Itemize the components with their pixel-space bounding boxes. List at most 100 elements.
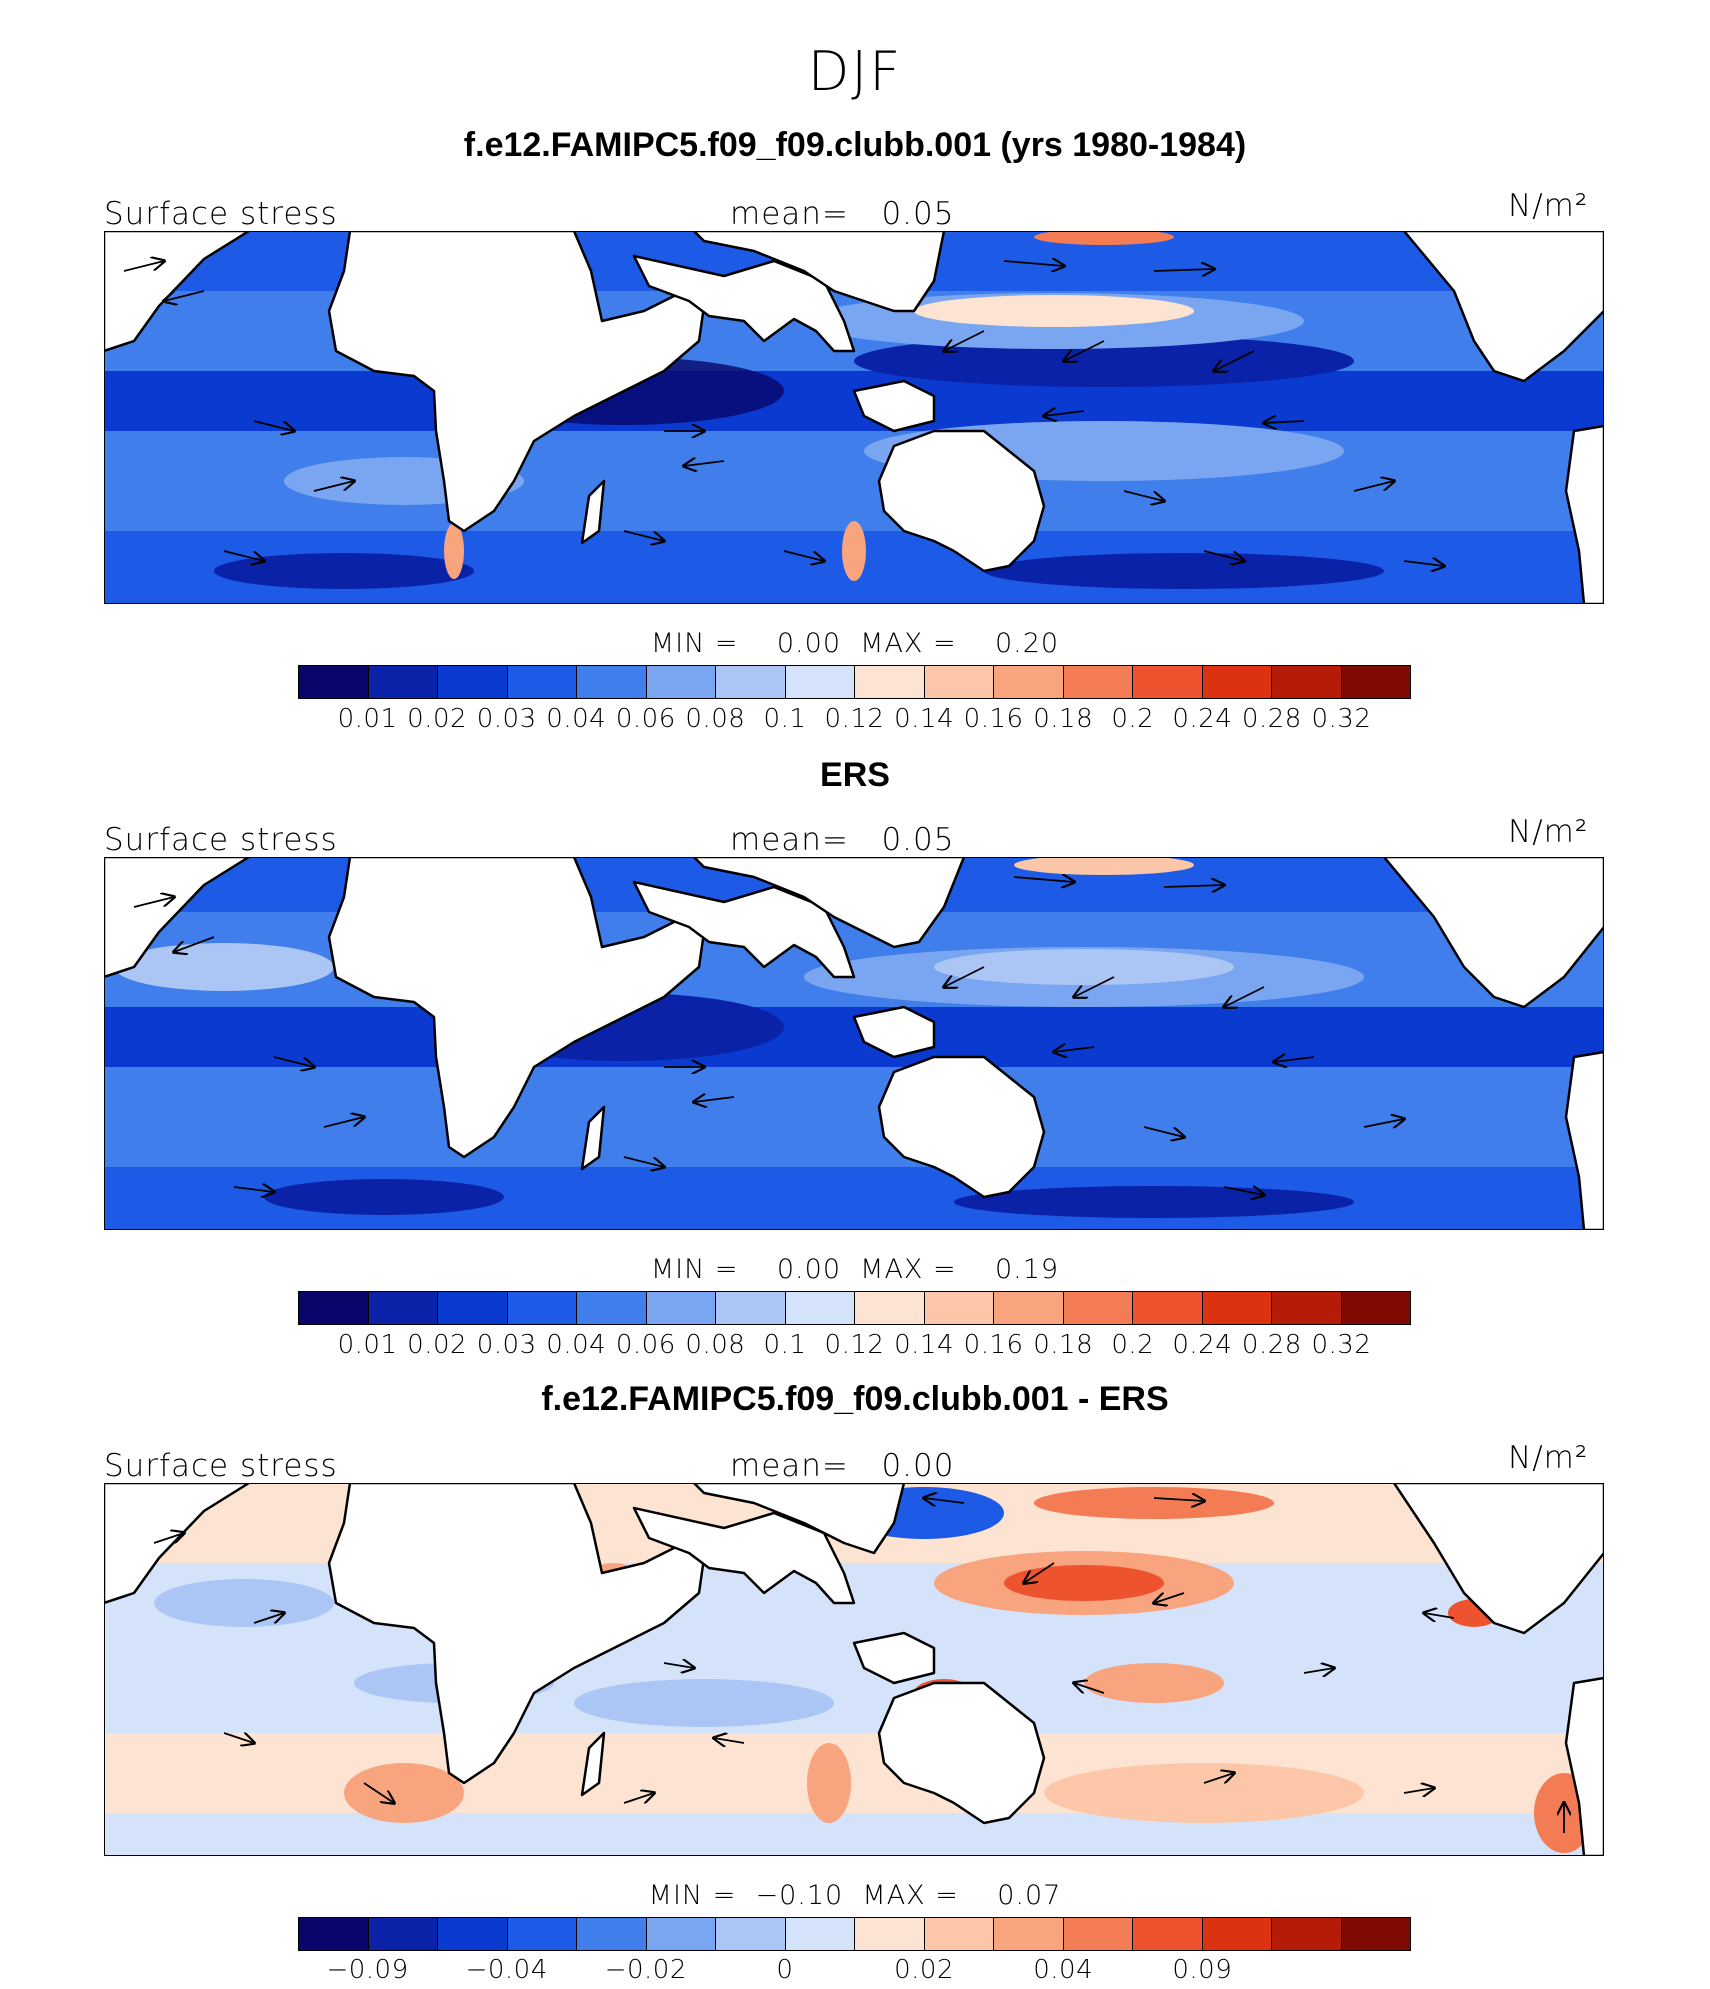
panel-2-mean-label: mean= 0.05 [730,822,955,858]
panel-1-units-label: N/m² [1508,188,1589,224]
colorbar-swatch [716,1918,786,1950]
colorbar-swatch [299,1292,369,1324]
colorbar-swatch [646,1292,716,1324]
colorbar-swatch [924,666,994,698]
colorbar-tick-label: 0.1 [763,1330,807,1360]
colorbar-swatch [994,1918,1064,1950]
panel-2-map [104,857,1604,1230]
colorbar-swatch [1272,1918,1342,1950]
colorbar-swatch [368,1918,438,1950]
colorbar-tick-label: 0.08 [685,704,746,734]
colorbar-swatch [577,1918,647,1950]
colorbar-tick-label: 0.24 [1172,704,1233,734]
colorbar-tick-label: 0.02 [407,704,468,734]
colorbar-tick-label: 0.32 [1311,704,1372,734]
colorbar-tick-label: 0.2 [1111,704,1155,734]
colorbar-swatch [716,666,786,698]
panel-3-units-label: N/m² [1508,1440,1589,1476]
panel-3-variable-label: Surface stress [104,1448,338,1484]
figure-title: DJF [807,40,903,103]
colorbar-tick-label: 0.16 [963,704,1024,734]
colorbar-tick-label: 0.09 [1172,1955,1233,1985]
colorbar-tick-label: 0.18 [1033,1330,1094,1360]
panel-3-title: f.e12.FAMIPC5.f09_f09.clubb.001 - ERS [541,1380,1169,1418]
colorbar-tick-label: 0.28 [1241,1330,1302,1360]
panel-2-colorbar [298,1291,1411,1325]
colorbar-tick-label: 0.16 [963,1330,1024,1360]
colorbar-tick-label: 0.01 [337,704,398,734]
colorbar-swatch [1202,1918,1272,1950]
colorbar-swatch [1133,1292,1203,1324]
panel-3-map [104,1483,1604,1856]
panel-1-mean-label: mean= 0.05 [730,196,955,232]
colorbar-swatch [785,666,855,698]
colorbar-swatch [646,666,716,698]
colorbar-swatch [1063,666,1133,698]
colorbar-swatch [438,1292,508,1324]
colorbar-swatch [855,666,925,698]
colorbar-tick-label: 0.14 [894,704,955,734]
colorbar-swatch [855,1918,925,1950]
colorbar-tick-label: 0 [776,1955,794,1985]
colorbar-tick-label: 0.24 [1172,1330,1233,1360]
colorbar-tick-label: 0.04 [546,704,607,734]
colorbar-tick-label: 0.18 [1033,704,1094,734]
colorbar-swatch [507,1292,577,1324]
colorbar-swatch [1202,1292,1272,1324]
colorbar-swatch [438,666,508,698]
panel-1-title: f.e12.FAMIPC5.f09_f09.clubb.001 (yrs 198… [463,126,1247,164]
panel-1-variable-label: Surface stress [104,196,338,232]
panel-2-minmax: MIN = 0.00 MAX = 0.19 [650,1254,1060,1285]
colorbar-swatch [1063,1918,1133,1950]
colorbar-swatch [1133,1918,1203,1950]
panel-1-map [104,231,1604,604]
colorbar-tick-label: 0.06 [615,704,676,734]
colorbar-tick-label: 0.04 [1033,1955,1094,1985]
colorbar-tick-label: 0.03 [476,704,537,734]
colorbar-swatch [994,666,1064,698]
colorbar-swatch [368,1292,438,1324]
panel-1-colorbar [298,665,1411,699]
colorbar-swatch [368,666,438,698]
colorbar-swatch [785,1292,855,1324]
colorbar-tick-label: −0.02 [604,1955,687,1985]
colorbar-swatch [716,1292,786,1324]
panel-1-colorbar-ticks: 0.01 0.02 0.03 0.04 0.06 0.08 0.1 0.12 0.14 0.16 0… [298,704,1411,738]
colorbar-swatch [577,1292,647,1324]
colorbar-swatch [1272,666,1342,698]
colorbar-swatch [924,1292,994,1324]
colorbar-tick-label: −0.04 [465,1955,548,1985]
colorbar-swatch [994,1292,1064,1324]
colorbar-tick-label: 0.02 [407,1330,468,1360]
colorbar-swatch [855,1292,925,1324]
colorbar-swatch [1272,1292,1342,1324]
panel-3-minmax: MIN = −0.10 MAX = 0.07 [648,1880,1062,1911]
colorbar-swatch [299,1918,369,1950]
colorbar-swatch [299,666,369,698]
colorbar-swatch [924,1918,994,1950]
colorbar-swatch [785,1918,855,1950]
colorbar-tick-label: −0.09 [326,1955,409,1985]
colorbar-swatch [1341,1292,1410,1324]
colorbar-swatch [507,1918,577,1950]
colorbar-tick-label: 0.08 [685,1330,746,1360]
panel-3-colorbar-ticks: −0.09 −0.04 −0.02 0 0.02 0.04 0.09 [298,1955,1411,1989]
colorbar-tick-label: 0.28 [1241,704,1302,734]
colorbar-swatch [1202,666,1272,698]
colorbar-tick-label: 0.32 [1311,1330,1372,1360]
colorbar-swatch [577,666,647,698]
panel-1-minmax: MIN = 0.00 MAX = 0.20 [650,628,1060,659]
colorbar-tick-label: 0.2 [1111,1330,1155,1360]
panel-2-colorbar-ticks: 0.01 0.02 0.03 0.04 0.06 0.08 0.1 0.12 0.14 0.16 0… [298,1330,1411,1364]
colorbar-tick-label: 0.06 [615,1330,676,1360]
colorbar-tick-label: 0.14 [894,1330,955,1360]
colorbar-swatch [1063,1292,1133,1324]
panel-2-variable-label: Surface stress [104,822,338,858]
panel-3-colorbar [298,1917,1411,1951]
colorbar-swatch [507,666,577,698]
colorbar-tick-label: 0.12 [824,704,885,734]
colorbar-tick-label: 0.04 [546,1330,607,1360]
colorbar-swatch [1341,666,1410,698]
colorbar-tick-label: 0.02 [894,1955,955,1985]
colorbar-tick-label: 0.03 [476,1330,537,1360]
